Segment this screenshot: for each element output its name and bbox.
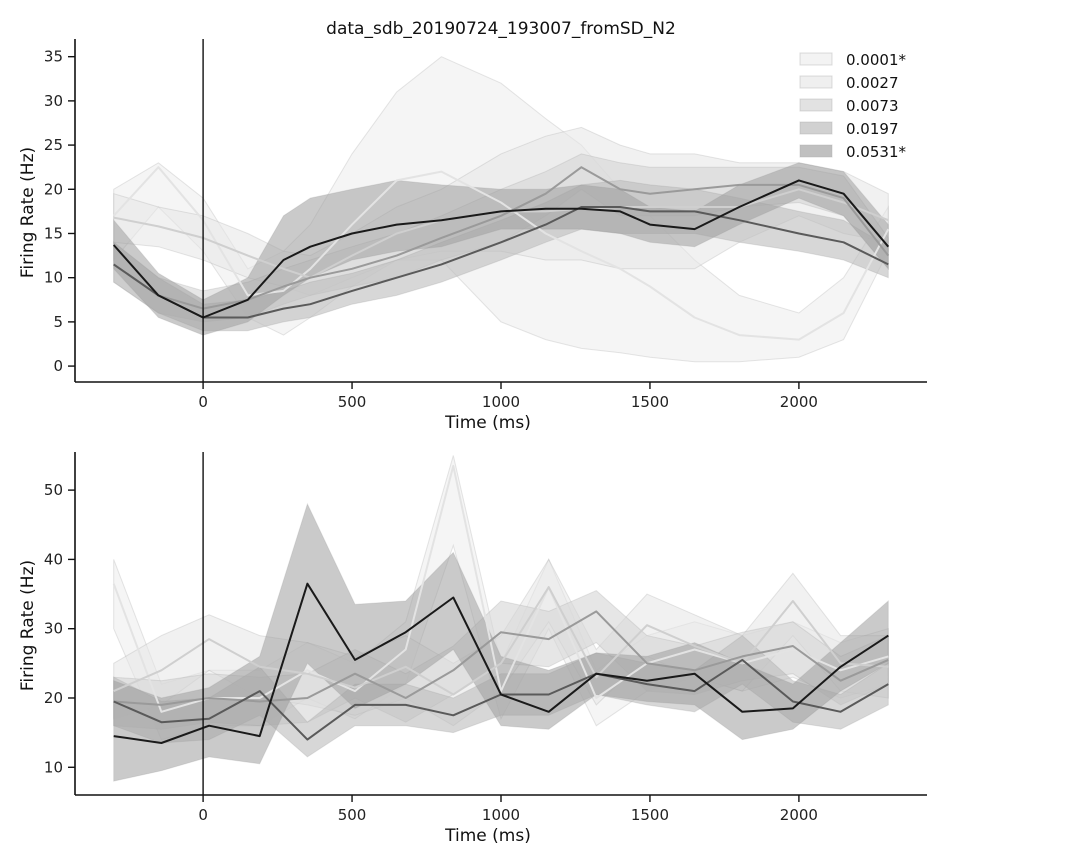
legend-label-2: 0.0027 — [846, 74, 899, 92]
series-line-4 — [113, 206, 889, 319]
x-tick-label: 500 — [338, 806, 367, 824]
y-tick-label: 50 — [44, 481, 63, 499]
legend-label-4: 0.0197 — [846, 120, 899, 138]
series-line-1 — [112, 464, 889, 713]
x-tick-label: 1000 — [482, 393, 520, 411]
y-tick-label: 0 — [53, 357, 63, 375]
figure-title: data_sdb_20190724_193007_fromSD_N2 — [326, 19, 676, 39]
series-line-5 — [113, 582, 889, 744]
y-tick-label: 20 — [44, 689, 63, 707]
y-axis-label: Firing Rate (Hz) — [18, 147, 38, 278]
legend-swatch-3 — [799, 98, 833, 112]
legend-swatch-1 — [799, 52, 833, 66]
series-band-5 — [113, 162, 889, 336]
x-axis-label: Time (ms) — [444, 826, 531, 846]
x-tick-label: 1000 — [482, 806, 520, 824]
y-tick-label: 10 — [44, 269, 63, 287]
legend-swatch-4 — [799, 121, 833, 135]
series-line-1 — [112, 166, 890, 341]
x-tick-label: 2000 — [780, 806, 818, 824]
x-tick-label: 500 — [338, 393, 367, 411]
x-tick-label: 1500 — [631, 806, 669, 824]
y-tick-label: 25 — [44, 136, 63, 154]
bottom-panel: 0 500 1000 1500 2000 10 20 30 40 50 Time (ms) Firin… — [18, 452, 927, 846]
y-tick-label: 35 — [44, 48, 63, 66]
x-tick-label: 1500 — [631, 393, 669, 411]
y-axis-label: Firing Rate (Hz) — [18, 560, 38, 691]
y-tick-label: 40 — [44, 550, 63, 568]
series-line-5 — [112, 179, 890, 319]
y-tick-label: 10 — [44, 758, 63, 776]
y-tick-label: 30 — [44, 92, 63, 110]
y-tick-label: 20 — [44, 180, 63, 198]
y-tick-label: 5 — [53, 313, 63, 331]
x-tick-label: 2000 — [780, 393, 818, 411]
x-tick-label: 0 — [198, 393, 208, 411]
y-tick-label: 30 — [44, 620, 63, 638]
top-panel: 0 500 1000 1500 2000 0 5 10 15 20 25 30 35 Time (ms) F… — [18, 39, 927, 433]
legend-label-3: 0.0073 — [846, 97, 899, 115]
legend-label-5: 0.0531* — [846, 143, 906, 161]
series-band-5 — [113, 502, 889, 782]
x-tick-label: 0 — [198, 806, 208, 824]
series-line-2 — [113, 586, 889, 696]
y-tick-label: 15 — [44, 224, 63, 242]
legend-swatch-5 — [799, 144, 833, 158]
x-axis-label: Time (ms) — [444, 413, 531, 433]
legend-swatch-2 — [799, 75, 833, 89]
legend: 0.0001* 0.0027 0.0073 0.0197 0.0531* — [799, 51, 906, 161]
legend-label-1: 0.0001* — [846, 51, 906, 69]
